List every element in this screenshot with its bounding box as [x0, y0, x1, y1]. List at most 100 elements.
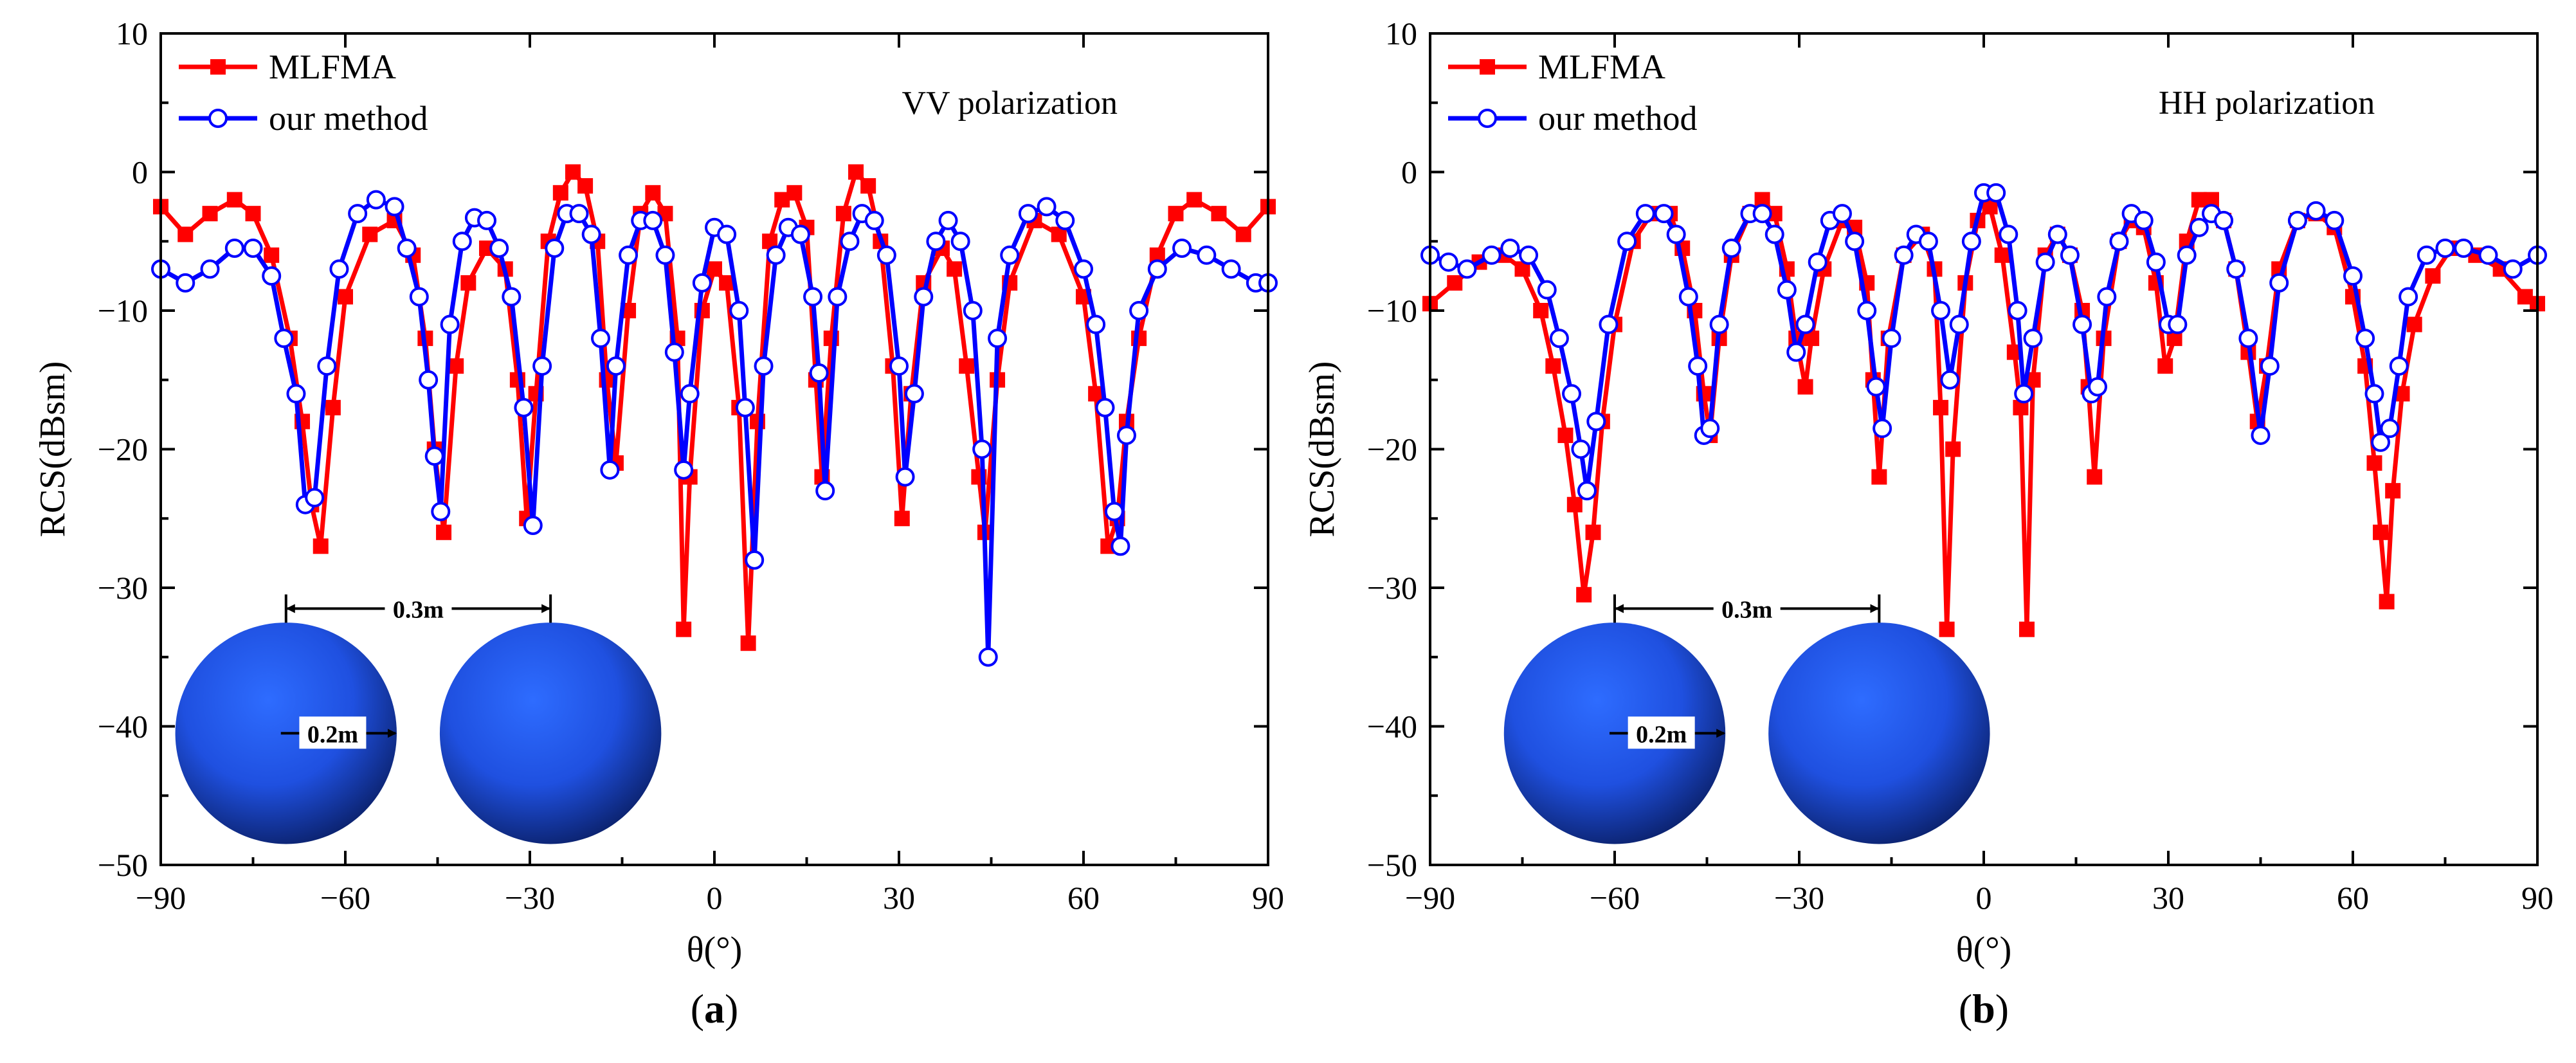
x-tick-label: 60 [2337, 880, 2369, 916]
data-point [1986, 183, 2006, 203]
data-point [581, 224, 601, 244]
y-tick-label: −40 [1367, 709, 1417, 745]
data-point [440, 314, 460, 334]
data-point [348, 204, 368, 224]
data-point [200, 259, 220, 279]
data-point [1129, 301, 1149, 320]
legend-marker [210, 59, 226, 75]
data-point [313, 538, 329, 554]
data-point [1882, 329, 1901, 349]
data-point [2269, 273, 2289, 293]
data-point [489, 239, 509, 259]
data-point [305, 487, 325, 507]
data-point [1931, 301, 1951, 320]
data-point [2435, 239, 2455, 259]
data-point [385, 197, 404, 217]
y-tick-label: −40 [98, 709, 148, 745]
data-point [2168, 314, 2188, 334]
data-point [1832, 204, 1852, 224]
data-point [2189, 217, 2209, 237]
data-point [1457, 259, 1477, 279]
data-point [2364, 384, 2384, 404]
y-tick-label: −20 [98, 432, 148, 468]
data-point [1709, 314, 1729, 334]
spacing-label: 0.3m [393, 596, 444, 623]
data-point [2343, 266, 2363, 286]
data-point [1894, 245, 1914, 265]
data-point [809, 363, 829, 383]
data-point [1537, 280, 1557, 300]
data-point [2018, 621, 2035, 637]
data-point [978, 647, 998, 667]
data-point [1721, 239, 1741, 259]
data-point [552, 185, 568, 201]
data-point [2047, 224, 2067, 244]
data-point [2287, 210, 2307, 230]
data-point [1482, 245, 1501, 265]
legend: MLFMA our method [179, 48, 428, 138]
data-point [329, 259, 349, 279]
sphere-right [1768, 622, 1990, 844]
legend-marker [1480, 59, 1495, 75]
data-point [1111, 536, 1130, 556]
panel-caption-letter: b [1972, 986, 1995, 1031]
data-point [565, 164, 581, 180]
data-point [362, 226, 378, 242]
data-point [2177, 245, 2197, 265]
data-point [745, 550, 765, 570]
data-point [876, 245, 896, 265]
data-point [397, 239, 417, 259]
data-point [1994, 247, 2010, 263]
legend-marker [208, 109, 228, 128]
data-point [202, 206, 218, 222]
data-point [664, 342, 684, 362]
data-point [2406, 316, 2422, 332]
x-tick-label: 0 [707, 880, 723, 916]
data-point [1654, 204, 1674, 224]
data-point [889, 356, 909, 376]
data-point [848, 164, 864, 180]
data-point [2035, 252, 2055, 272]
data-point [1197, 245, 1217, 265]
data-point [674, 460, 694, 480]
data-point [2371, 432, 2391, 452]
data-point [2251, 425, 2271, 445]
polarization-annotation: HH polarization [2159, 85, 2375, 122]
spacing-label-bg [1713, 592, 1781, 622]
series-our-method [1420, 183, 2547, 501]
y-tick-label: −10 [1367, 293, 1417, 329]
data-point [1961, 232, 1981, 251]
x-tick-label: 30 [2152, 880, 2184, 916]
data-point [950, 232, 970, 251]
data-point [600, 460, 620, 480]
y-tick-label: −10 [98, 293, 148, 329]
x-tick-label: 30 [883, 880, 915, 916]
data-point [840, 232, 860, 251]
data-point [1000, 245, 1020, 265]
data-point [2306, 201, 2326, 221]
data-point [448, 358, 464, 374]
x-tick-label: 0 [1976, 880, 1992, 916]
y-tick-label: −50 [98, 847, 148, 883]
data-point [591, 329, 611, 349]
data-point [2097, 287, 2117, 307]
data-point [1752, 204, 1772, 224]
data-point [502, 287, 522, 307]
data-point [577, 178, 594, 194]
data-point [1438, 252, 1458, 272]
data-point [224, 239, 244, 259]
y-axis-title: RCS(dBsm) [1302, 361, 1342, 538]
data-point [243, 239, 263, 259]
data-point [790, 224, 810, 244]
data-point [1586, 412, 1606, 432]
data-point [286, 384, 306, 404]
x-tick-label: 90 [1252, 880, 1284, 916]
data-point [1688, 356, 1708, 376]
data-point [460, 275, 476, 291]
y-axis-title: RCS(dBsm) [33, 361, 73, 538]
data-point [1857, 301, 1877, 320]
data-point [569, 204, 589, 224]
data-point [1786, 342, 1806, 362]
radius-label-bg [1628, 716, 1695, 749]
series-our-method [151, 190, 1278, 667]
